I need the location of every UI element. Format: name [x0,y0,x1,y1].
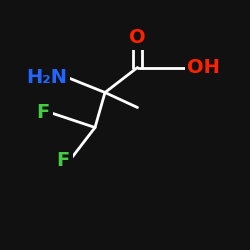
Text: O: O [129,28,146,47]
Text: F: F [57,150,70,170]
Text: OH: OH [188,58,220,77]
Text: H₂N: H₂N [26,68,68,87]
Text: F: F [37,103,50,122]
